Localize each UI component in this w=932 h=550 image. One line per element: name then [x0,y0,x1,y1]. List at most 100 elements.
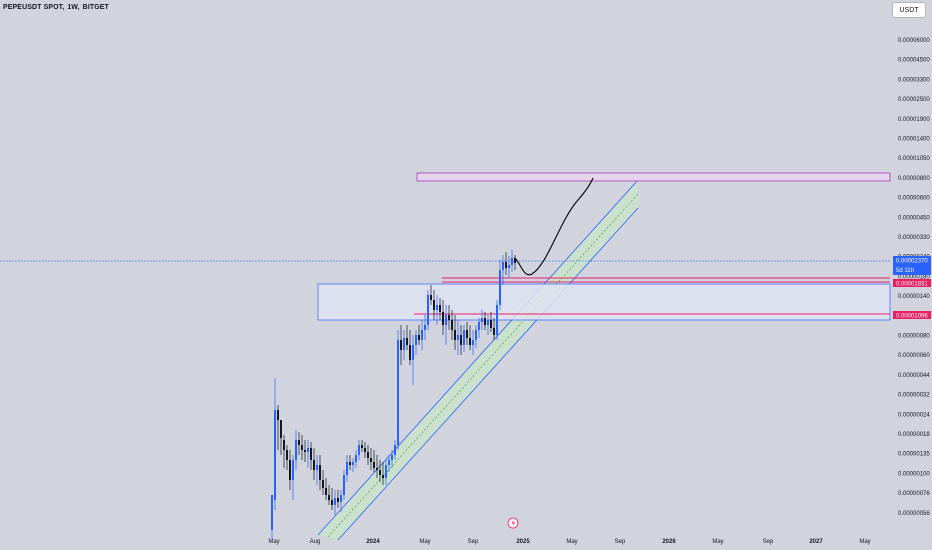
x-tick-label: Aug [310,539,321,545]
interval-label: 1W, [67,4,80,11]
candle-body [436,305,438,310]
candle-body [379,470,381,475]
last-price-badge-bg [893,256,931,275]
level-badge-label: 0.00001831 [896,282,928,288]
channel-lower-line [337,207,639,541]
candle-body [280,420,282,438]
candle-body [460,335,462,345]
candle-body [496,305,498,335]
demand-zone [317,283,891,321]
x-tick-label: May [712,539,723,545]
candle-body [439,305,441,312]
candle-body [406,338,408,345]
y-tick-label: 0.00000076 [898,491,930,497]
candle-body [304,450,306,452]
candle-body [391,455,393,460]
candle-body [457,335,459,340]
y-tick-label: 0.00000018 [898,432,930,438]
candle-body [352,462,354,465]
candle-body [430,295,432,300]
candle-body [397,340,399,445]
candle-body [508,265,510,268]
candle-body [373,462,375,468]
level-badge-label: 0.00001096 [896,314,928,320]
y-tick-label: 0.00000080 [898,334,930,340]
x-tick-label: 2027 [809,539,823,545]
x-tick-label: May [268,539,279,545]
candle-body [295,440,297,460]
candle-body [415,335,417,345]
candle-body [418,335,420,340]
candle-body [286,450,288,460]
candle-body [487,320,489,325]
x-tick-label: Sep [763,539,774,545]
lightning-icon-glyph [511,519,515,527]
candle-body [364,448,366,452]
candle-body [325,488,327,495]
candle-body [367,452,369,458]
x-tick-label: May [419,539,430,545]
candle-body [427,295,429,325]
candle-body [343,475,345,495]
candle-body [271,495,273,530]
candle-body [277,410,279,420]
y-tick-label: 0.00006000 [898,38,930,44]
exchange-label: BITGET [82,4,109,11]
y-tick-label: 0.00000056 [898,511,930,517]
countdown-label: 5d 11h [896,268,914,274]
candle-body [361,445,363,448]
y-tick-label: 0.00000032 [898,393,930,399]
candle-body [493,328,495,335]
y-tick-label: 0.00003300 [898,77,930,83]
candle-body [313,460,315,470]
y-tick-label: 0.00004500 [898,58,930,64]
x-tick-label: May [859,539,870,545]
x-tick-label: Sep [615,539,626,545]
target-zone [416,172,891,182]
candle-body [322,480,324,488]
candle-body [394,445,396,455]
y-tick-label: 0.00000180 [898,274,930,280]
candle-body [331,500,333,505]
candle-body [316,465,318,470]
candle-body [346,462,348,475]
x-tick-label: Sep [468,539,479,545]
y-tick-label: 0.00001050 [898,156,930,162]
candle-body [382,475,384,478]
candle-body [340,495,342,502]
candle-body [370,458,372,462]
candle-body [514,258,516,263]
candle-body [412,345,414,360]
candle-body [358,445,360,455]
currency-button[interactable]: USDT [892,2,926,18]
candle-body [355,455,357,462]
candle-body [307,448,309,452]
last-price-badge-label: 0.00002370 [896,259,928,265]
x-tick-label: 2024 [366,539,380,545]
x-tick-label: 2026 [662,539,676,545]
candle-body [337,498,339,502]
candle-body [334,498,336,505]
candle-body [400,340,402,350]
candle-body [499,270,501,305]
candle-body [469,338,471,345]
candle-body [301,445,303,450]
candle-body [475,330,477,340]
x-tick-label: 2025 [516,539,530,545]
y-tick-label: 0.00000135 [898,452,930,458]
candle-body [505,262,507,268]
chart-title: PEPEUSDT SPOT, 1W, BITGET [3,4,112,11]
x-tick-label: May [566,539,577,545]
candle-body [283,440,285,450]
y-tick-label: 0.00000140 [898,294,930,300]
candle-body [451,320,453,330]
candle-body [511,258,513,265]
level-badge-bg [893,279,931,287]
candle-body [292,460,294,480]
channel-upper-line [317,179,639,536]
y-tick-label: 0.00000100 [898,471,930,477]
candle-body [484,318,486,325]
candle-body [319,465,321,480]
candle-body [478,322,480,330]
